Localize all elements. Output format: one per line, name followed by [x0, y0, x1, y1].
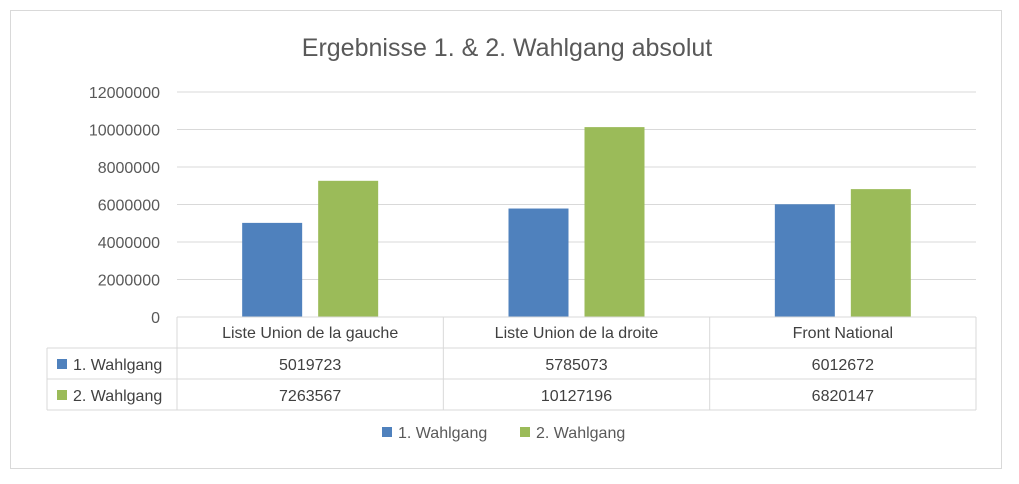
- table-series-swatch: [57, 390, 67, 400]
- table-cell-value: 6012672: [812, 357, 874, 374]
- y-tick-label: 4000000: [98, 235, 160, 252]
- bar: [242, 222, 303, 317]
- chart-border: [10, 10, 1002, 469]
- y-tick-label: 0: [151, 310, 160, 327]
- y-tick-label: 10000000: [89, 123, 160, 140]
- bar: [318, 180, 379, 317]
- table-cell-value: 7263567: [279, 388, 341, 405]
- category-label: Liste Union de la gauche: [222, 325, 398, 342]
- table-series-label: 1. Wahlgang: [73, 357, 162, 374]
- legend-swatch: [382, 427, 392, 437]
- y-tick-label: 8000000: [98, 160, 160, 177]
- bar: [774, 204, 835, 317]
- y-tick-label: 6000000: [98, 198, 160, 215]
- table-series-label: 2. Wahlgang: [73, 388, 162, 405]
- chart-title: Ergebnisse 1. & 2. Wahlgang absolut: [302, 34, 712, 62]
- category-label: Front National: [793, 325, 894, 342]
- y-tick-label: 12000000: [89, 85, 160, 102]
- bar: [850, 189, 911, 317]
- bars: [242, 127, 911, 317]
- bar: [584, 127, 645, 317]
- y-axis-tick-labels: 0 2000000 4000000 6000000 8000000 10000000 120…: [89, 85, 160, 327]
- table-cell-value: 6820147: [812, 388, 874, 405]
- data-table: Liste Union de la gauche Liste Union de l…: [46, 316, 977, 411]
- legend: 1. Wahlgang 2. Wahlgang: [382, 425, 625, 442]
- table-cell-value: 5019723: [279, 357, 341, 374]
- y-tick-label: 2000000: [98, 273, 160, 290]
- legend-swatch: [520, 427, 530, 437]
- table-cell-value: 5785073: [545, 357, 607, 374]
- bar: [508, 208, 569, 317]
- category-label: Liste Union de la droite: [495, 325, 659, 342]
- table-cell-value: 10127196: [541, 388, 612, 405]
- legend-label: 1. Wahlgang: [398, 425, 487, 442]
- table-series-swatch: [57, 359, 67, 369]
- legend-label: 2. Wahlgang: [536, 425, 625, 442]
